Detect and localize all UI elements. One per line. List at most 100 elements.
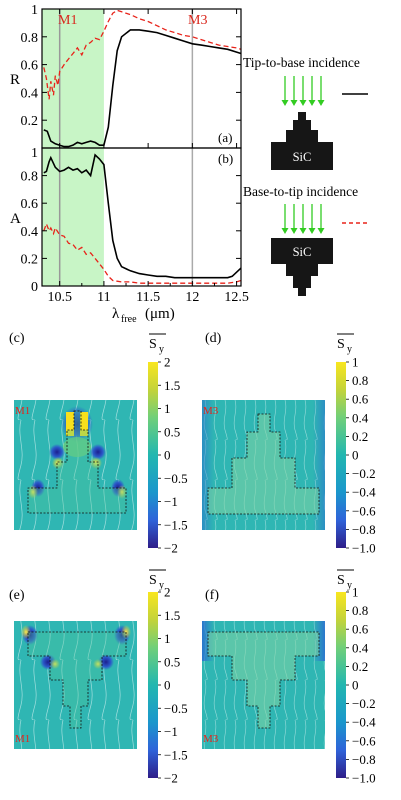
x-label-subscript: free — [121, 314, 137, 325]
colorbar-tick-label: 1 — [352, 585, 359, 600]
x-tick-label: 10.5 — [47, 290, 72, 305]
panel-label-f: (f) — [205, 588, 219, 603]
incident-arrows-bottom — [281, 204, 325, 234]
arrow-icon — [317, 228, 325, 234]
y-tick-label-r: 0.2 — [21, 114, 39, 129]
x-label-lambda: λ — [112, 306, 120, 322]
incident-arrows-top — [281, 76, 325, 106]
arrow-icon — [299, 228, 307, 234]
structure-tip-to-base — [271, 112, 333, 170]
mode-label-f: M3 — [203, 733, 219, 745]
colorbar-tick-label: −0.6 — [352, 733, 376, 748]
colorbar-tick-label: 0 — [352, 448, 359, 463]
m3-label: M3 — [188, 13, 207, 28]
colorbar-title: S — [149, 337, 157, 352]
arrow-icon — [299, 100, 307, 106]
y-tick-label-a: 0.6 — [21, 197, 39, 212]
colorbar-tick-label: −0.2 — [352, 696, 376, 711]
panel-label-b: (b) — [218, 151, 233, 166]
colorbar-tick-label: 0.8 — [352, 603, 368, 618]
y-tick-label-r: 0.8 — [21, 31, 39, 46]
colorbar-c — [148, 362, 158, 548]
colorbar-tick-label: 0.4 — [352, 640, 369, 655]
legend-base-to-tip: Base-to-tip incidence — [243, 184, 358, 199]
colorbar-title: S — [149, 573, 157, 588]
colorbar-title-subscript: y — [159, 344, 164, 355]
colorbar-tick-label: 0.5 — [164, 424, 180, 439]
absorptance-solid-line — [43, 153, 242, 279]
arrow-icon — [281, 228, 289, 234]
absorptance-axes — [41, 147, 242, 287]
m1-label: M1 — [58, 13, 77, 28]
colorbar-tick-label: −0.2 — [352, 466, 376, 481]
colorbar-tick-label: 0 — [164, 448, 171, 463]
reflectance-series — [43, 9, 242, 148]
colorbar-e — [148, 592, 158, 778]
colorbar-tick-label: 0.4 — [352, 410, 369, 425]
colorbar-tick-label: 2 — [164, 355, 171, 370]
colorbar-tick-label: 0 — [164, 678, 171, 693]
mode-label-c: M1 — [15, 405, 30, 417]
y-label-r: R — [10, 72, 20, 88]
colorbar-tick-label: 0.8 — [352, 373, 368, 388]
arrow-icon — [308, 228, 316, 234]
colorbar-tick-label: 0.2 — [352, 659, 368, 674]
x-axis-label: λ free (μm) — [112, 306, 175, 325]
colorbar-tick-label: 2 — [164, 585, 171, 600]
x-tick-label: 12.5 — [224, 290, 249, 305]
colorbar-tick-label: 0 — [352, 678, 359, 693]
colorbar-tick-label: −0.8 — [352, 522, 376, 537]
panel-label-e: (e) — [9, 588, 25, 603]
arrow-icon — [290, 228, 298, 234]
colorbar-tick-label: 0.2 — [352, 429, 368, 444]
field-panel-d: (d) M3 — [202, 331, 325, 530]
colorbar-title-subscript: y — [347, 580, 352, 591]
colorbar-tick-label: −1.0 — [352, 541, 376, 556]
y-tick-label-r: 0.6 — [21, 59, 39, 74]
colorbar-tick-label: −1.5 — [164, 517, 188, 532]
colorbar-tick-label: −0.5 — [164, 701, 188, 716]
y-tick-label-r: 1 — [31, 3, 38, 18]
colorbar-title-subscript: y — [347, 344, 352, 355]
colorbar-tick-label: −1.0 — [352, 771, 376, 786]
mode-label-d: M3 — [203, 405, 219, 417]
reflectance-dashed-line — [43, 9, 242, 100]
colorbar-tick-label: 1 — [352, 355, 359, 370]
y-tick-label-a: 0 — [31, 280, 38, 295]
x-tick-label: 11 — [97, 290, 110, 305]
colorbar-d — [336, 362, 346, 548]
structure-base-to-tip — [271, 238, 333, 296]
mode-label-e: M1 — [15, 733, 30, 745]
field-panel-c: (c) M1 — [9, 331, 137, 530]
x-tick-label: 11.5 — [136, 290, 160, 305]
y-tick-label-r: 0.4 — [21, 86, 39, 101]
colorbar-tick-label: −0.8 — [352, 752, 376, 767]
colorbar-tick-label: 0.6 — [352, 392, 369, 407]
panel-label-c: (c) — [9, 331, 25, 346]
arrow-icon — [281, 100, 289, 106]
colorbar-tick-label: −1.5 — [164, 747, 188, 762]
colorbar-tick-label: −2 — [164, 541, 178, 556]
absorptance-series — [43, 153, 242, 284]
colorbar-tick-label: −0.5 — [164, 471, 188, 486]
legend-schematic: Tip-to-base incidence SiC Base-to-tip in… — [243, 55, 370, 296]
colorbar-tick-label: 1.5 — [164, 608, 180, 623]
colorbar-tick-label: 1 — [164, 631, 171, 646]
panel-label-a: (a) — [218, 130, 232, 145]
y-tick-label-a: 0.2 — [21, 252, 39, 267]
colorbar-f — [336, 592, 346, 778]
colorbar-tick-label: 1.5 — [164, 378, 180, 393]
sic-label-top: SiC — [293, 150, 312, 164]
reflectance-solid-line — [43, 29, 242, 148]
colorbar-tick-label: −2 — [164, 771, 178, 786]
colorbar-tick-label: −0.4 — [352, 715, 376, 730]
colorbar-tick-label: −1 — [164, 494, 178, 509]
spectra-plots: 10.5 11 11.5 12 12.5 1 0.8 0.6 0.4 0.2 1 0.8 0.6 0.4 0… — [10, 3, 249, 325]
panel-label-d: (d) — [205, 331, 222, 346]
colorbar-title: S — [337, 337, 345, 352]
arrow-icon — [308, 100, 316, 106]
field-panel-e: (e) M1 — [9, 588, 137, 749]
y-tick-label-a: 0.8 — [21, 170, 39, 185]
